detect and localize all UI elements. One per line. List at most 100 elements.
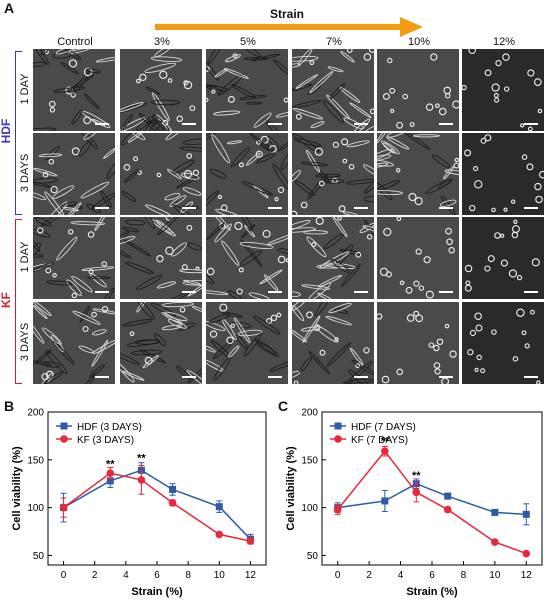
- data-point: [106, 469, 115, 477]
- micrograph-tile: [462, 49, 544, 131]
- scale-bar: [268, 376, 282, 378]
- x-tick-label: 12: [521, 570, 533, 581]
- row-label: 3 DAYS: [19, 322, 31, 362]
- data-point: [522, 510, 530, 518]
- data-point: [246, 537, 255, 545]
- x-tick-label: 8: [185, 570, 191, 581]
- row-label: 1 DAY: [19, 241, 31, 273]
- scale-bar: [524, 376, 538, 378]
- micrograph-tile: [462, 217, 544, 299]
- micrograph-tile: [292, 133, 374, 215]
- micrograph-tile: [377, 302, 459, 384]
- strain-arrow: [155, 17, 423, 37]
- x-tick-label: 8: [461, 570, 467, 581]
- y-tick-label: 50: [33, 551, 45, 562]
- x-tick-label: 12: [245, 570, 257, 581]
- micrograph-tile: [206, 217, 288, 299]
- y-axis-label: Cell viability (%): [285, 446, 297, 531]
- micrograph-tile: [120, 133, 202, 215]
- x-tick-label: 2: [92, 570, 98, 581]
- scale-bar: [439, 207, 453, 209]
- scale-bar: [95, 207, 109, 209]
- data-point: [168, 499, 177, 507]
- significance-annotation: **: [137, 453, 146, 465]
- data-point: [381, 497, 389, 505]
- group-label: KF: [0, 291, 13, 308]
- data-point: [412, 488, 421, 497]
- micrograph-tile: [206, 302, 288, 384]
- x-axis-label: Strain (%): [131, 586, 183, 598]
- data-point: [215, 503, 223, 511]
- x-tick-label: 4: [123, 570, 129, 581]
- micrograph-tile: [120, 49, 202, 131]
- y-tick-label: 150: [27, 455, 44, 466]
- scale-bar: [354, 291, 368, 293]
- series-line: [63, 469, 251, 540]
- data-point: [333, 505, 342, 514]
- scale-bar: [182, 207, 196, 209]
- micrograph-tile: [33, 302, 115, 384]
- x-tick-label: 10: [489, 570, 501, 581]
- micrograph-tile: [462, 133, 544, 215]
- scale-bar: [354, 207, 368, 209]
- series-line: [63, 472, 251, 542]
- legend-marker: [334, 435, 342, 443]
- legend-marker: [60, 435, 68, 443]
- chart-c: 0 2 4 6 8 10 12 50 100 150 200 Strain (%) Cell viabi…: [285, 408, 543, 598]
- strain-title: Strain: [270, 7, 305, 21]
- data-point: [443, 505, 452, 514]
- micrograph-tile: [206, 133, 288, 215]
- scale-bar: [268, 207, 282, 209]
- scale-bar: [524, 207, 538, 209]
- x-tick-label: 6: [154, 570, 160, 581]
- data-point: [137, 476, 146, 484]
- scale-bar: [268, 291, 282, 293]
- scale-bar: [95, 123, 109, 125]
- x-axis-label: Strain (%): [406, 586, 458, 598]
- micrograph-tile: [120, 217, 202, 299]
- micrograph-tile: [292, 49, 374, 131]
- micrograph-tile: [206, 49, 288, 131]
- scale-bar: [182, 291, 196, 293]
- x-tick-label: 6: [429, 570, 435, 581]
- data-point: [106, 477, 114, 485]
- x-tick-label: 2: [366, 570, 372, 581]
- micrograph-tile: [292, 302, 374, 384]
- data-point: [444, 492, 452, 500]
- legend-marker: [60, 422, 68, 430]
- significance-annotation: **: [381, 436, 390, 448]
- group-bracket: [15, 219, 22, 384]
- significance-annotation: **: [412, 470, 421, 482]
- micrograph-tile: [377, 133, 459, 215]
- micrograph-tile: [33, 133, 115, 215]
- series-line: [337, 482, 527, 516]
- column-header: 12%: [492, 36, 516, 48]
- column-header: 7%: [326, 36, 342, 48]
- scale-bar: [95, 376, 109, 378]
- column-header: 5%: [240, 36, 256, 48]
- panel-b-label: B: [4, 398, 15, 414]
- y-tick-label: 50: [307, 551, 319, 562]
- scale-bar: [439, 291, 453, 293]
- scale-bar: [354, 376, 368, 378]
- scale-bar: [439, 123, 453, 125]
- scale-bar: [354, 123, 368, 125]
- micrograph-tile: [33, 49, 115, 131]
- y-tick-label: 100: [301, 503, 318, 514]
- panel-c-label: C: [278, 398, 289, 414]
- data-point: [59, 503, 68, 512]
- y-axis-label: Cell viability (%): [11, 446, 23, 531]
- legend-marker: [334, 422, 342, 430]
- x-tick-label: 4: [398, 570, 404, 581]
- data-point: [491, 508, 499, 516]
- x-tick-label: 0: [61, 570, 67, 581]
- legend-label: KF (3 DAYS): [77, 435, 134, 446]
- y-tick-label: 100: [27, 503, 44, 514]
- column-header: Control: [57, 36, 93, 48]
- x-tick-label: 10: [214, 570, 226, 581]
- y-tick-label: 200: [27, 408, 44, 419]
- column-header: 3%: [154, 36, 170, 48]
- data-point: [215, 530, 224, 539]
- micrograph-tile: [292, 217, 374, 299]
- data-point: [169, 485, 177, 493]
